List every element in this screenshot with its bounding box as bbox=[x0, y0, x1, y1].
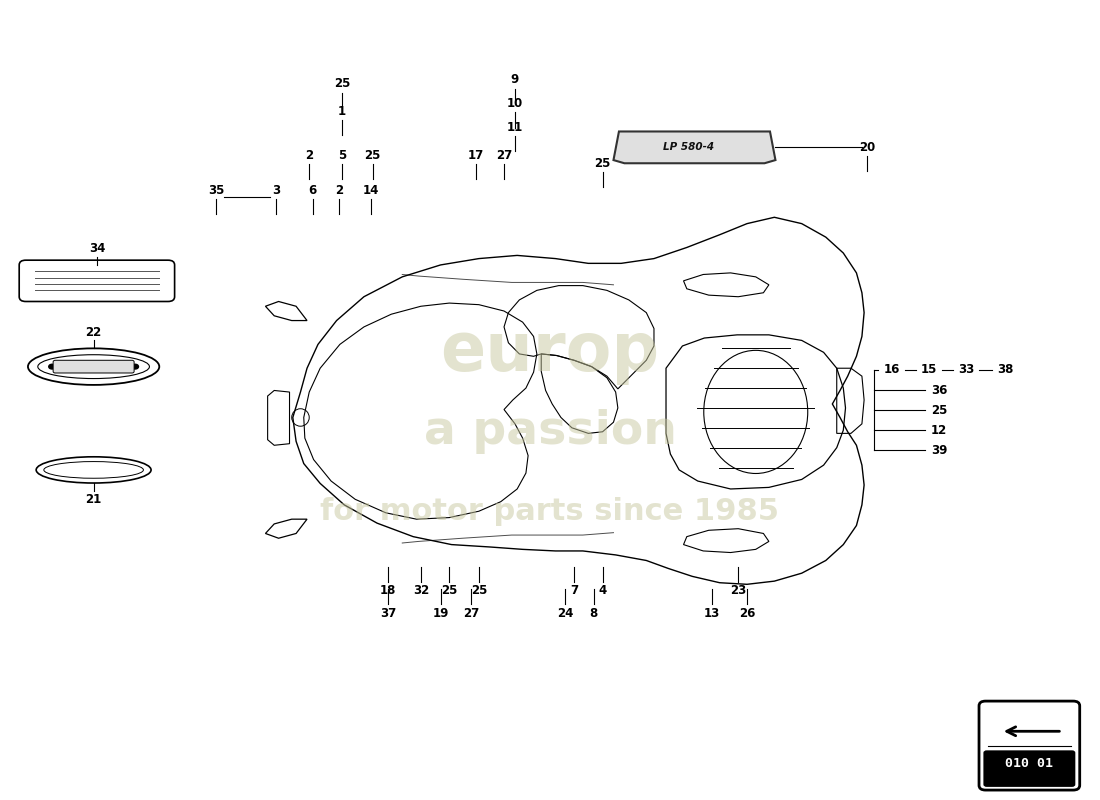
Circle shape bbox=[108, 364, 114, 369]
Text: 20: 20 bbox=[859, 141, 876, 154]
Text: 5: 5 bbox=[338, 149, 346, 162]
Text: 25: 25 bbox=[471, 584, 487, 598]
Text: 11: 11 bbox=[507, 121, 524, 134]
Text: 21: 21 bbox=[86, 493, 101, 506]
Text: for motor parts since 1985: for motor parts since 1985 bbox=[320, 497, 780, 526]
Text: 17: 17 bbox=[468, 149, 484, 162]
Text: 25: 25 bbox=[931, 404, 947, 417]
Text: 14: 14 bbox=[362, 184, 378, 197]
Text: 27: 27 bbox=[496, 149, 513, 162]
Text: 33: 33 bbox=[958, 363, 974, 376]
Ellipse shape bbox=[28, 348, 160, 385]
Text: 25: 25 bbox=[364, 149, 381, 162]
Text: 010 01: 010 01 bbox=[1005, 757, 1054, 770]
Text: europ: europ bbox=[440, 319, 660, 386]
FancyBboxPatch shape bbox=[19, 260, 175, 302]
Circle shape bbox=[97, 364, 102, 369]
Text: 39: 39 bbox=[931, 443, 947, 457]
Text: 37: 37 bbox=[379, 606, 396, 619]
Text: 25: 25 bbox=[334, 77, 350, 90]
FancyBboxPatch shape bbox=[983, 750, 1076, 787]
Text: a passion: a passion bbox=[424, 410, 676, 454]
Text: 2: 2 bbox=[334, 184, 343, 197]
Text: 12: 12 bbox=[931, 424, 947, 437]
Text: 18: 18 bbox=[379, 584, 396, 598]
Text: 27: 27 bbox=[463, 606, 480, 619]
Circle shape bbox=[85, 364, 91, 369]
Text: 36: 36 bbox=[931, 384, 947, 397]
Text: 23: 23 bbox=[730, 584, 747, 598]
Text: 25: 25 bbox=[441, 584, 458, 598]
Text: 10: 10 bbox=[507, 97, 524, 110]
Text: 24: 24 bbox=[557, 606, 573, 619]
Text: 9: 9 bbox=[510, 73, 519, 86]
Text: 13: 13 bbox=[704, 606, 720, 619]
Text: LP 580-4: LP 580-4 bbox=[663, 142, 715, 152]
Circle shape bbox=[73, 364, 79, 369]
Circle shape bbox=[120, 364, 127, 369]
Text: 2: 2 bbox=[305, 149, 314, 162]
FancyBboxPatch shape bbox=[53, 360, 134, 373]
Circle shape bbox=[48, 364, 55, 369]
Polygon shape bbox=[614, 131, 776, 163]
Text: 25: 25 bbox=[594, 157, 610, 170]
Text: 19: 19 bbox=[432, 606, 449, 619]
Text: 1: 1 bbox=[338, 105, 346, 118]
Text: 15: 15 bbox=[921, 363, 937, 376]
Text: 4: 4 bbox=[598, 584, 607, 598]
Text: 38: 38 bbox=[997, 363, 1013, 376]
Text: 6: 6 bbox=[308, 184, 317, 197]
Text: 8: 8 bbox=[590, 606, 598, 619]
Text: 35: 35 bbox=[208, 184, 224, 197]
Text: 26: 26 bbox=[739, 606, 756, 619]
Circle shape bbox=[60, 364, 67, 369]
Text: 3: 3 bbox=[273, 184, 280, 197]
Text: 22: 22 bbox=[86, 326, 101, 339]
Ellipse shape bbox=[36, 457, 151, 483]
Text: 34: 34 bbox=[89, 242, 106, 255]
Text: 16: 16 bbox=[883, 363, 900, 376]
FancyBboxPatch shape bbox=[979, 701, 1080, 790]
Text: 7: 7 bbox=[570, 584, 579, 598]
Circle shape bbox=[132, 364, 139, 369]
Text: 32: 32 bbox=[412, 584, 429, 598]
